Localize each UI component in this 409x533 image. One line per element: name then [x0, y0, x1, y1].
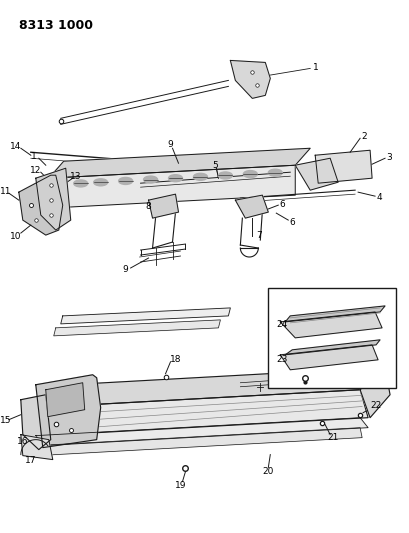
Text: 14: 14 [10, 142, 22, 151]
Polygon shape [36, 418, 367, 446]
Polygon shape [280, 312, 381, 338]
Polygon shape [36, 390, 367, 435]
Text: 9: 9 [167, 140, 173, 149]
Text: 4: 4 [375, 192, 381, 201]
Ellipse shape [267, 169, 281, 176]
Polygon shape [61, 308, 230, 324]
Text: 3: 3 [385, 153, 391, 161]
Text: 15: 15 [0, 416, 11, 425]
Text: 20: 20 [262, 467, 273, 476]
Ellipse shape [243, 171, 257, 177]
Text: 2: 2 [360, 132, 366, 141]
Polygon shape [285, 340, 379, 355]
Polygon shape [49, 165, 294, 208]
Polygon shape [235, 195, 267, 218]
Text: 18: 18 [169, 356, 181, 364]
Text: 8: 8 [145, 201, 151, 211]
Text: 24: 24 [276, 320, 287, 329]
Text: 10: 10 [10, 231, 22, 240]
Text: 12: 12 [30, 166, 41, 175]
Polygon shape [36, 368, 374, 408]
Ellipse shape [218, 172, 232, 179]
Ellipse shape [143, 176, 157, 183]
Polygon shape [36, 168, 71, 230]
Ellipse shape [93, 179, 108, 186]
Polygon shape [49, 148, 310, 178]
Polygon shape [36, 427, 361, 456]
Text: 16: 16 [17, 437, 29, 446]
Text: 9: 9 [122, 265, 128, 274]
Polygon shape [359, 368, 389, 418]
Polygon shape [148, 194, 178, 218]
Bar [267, 288, 395, 387]
Polygon shape [285, 306, 384, 322]
Polygon shape [21, 395, 51, 450]
Text: 19: 19 [174, 481, 186, 490]
Polygon shape [315, 150, 371, 183]
Polygon shape [230, 60, 270, 99]
Text: 7: 7 [256, 231, 262, 239]
Polygon shape [46, 383, 85, 417]
Text: 13: 13 [70, 172, 81, 181]
Text: 6: 6 [279, 200, 284, 208]
Text: 22: 22 [370, 401, 381, 410]
Ellipse shape [168, 175, 182, 182]
Polygon shape [54, 320, 220, 336]
Ellipse shape [193, 173, 207, 180]
Text: 8313 1000: 8313 1000 [19, 19, 92, 31]
Polygon shape [294, 158, 337, 190]
Text: 23: 23 [276, 356, 287, 364]
Polygon shape [21, 434, 53, 459]
Text: 5: 5 [212, 161, 218, 169]
Text: 6: 6 [289, 217, 294, 227]
Text: 21: 21 [327, 433, 338, 442]
Text: 17: 17 [25, 456, 36, 465]
Ellipse shape [118, 177, 132, 184]
Polygon shape [19, 175, 63, 235]
Polygon shape [280, 345, 377, 370]
Text: 1: 1 [31, 152, 36, 161]
Text: 11: 11 [0, 187, 11, 196]
Polygon shape [36, 375, 101, 448]
Ellipse shape [74, 180, 88, 187]
Text: 1: 1 [312, 63, 318, 72]
